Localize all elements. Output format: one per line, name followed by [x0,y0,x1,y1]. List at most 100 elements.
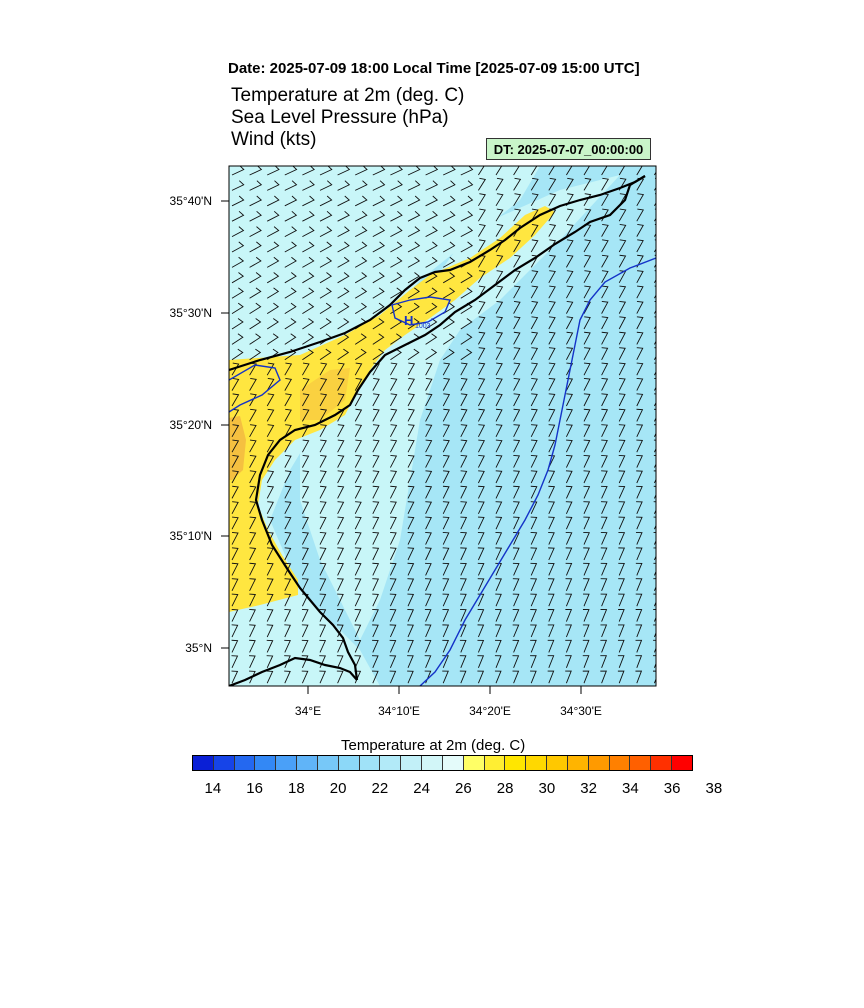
wind-barb [582,609,590,622]
wind-barb [618,270,627,284]
wind-barb [600,578,608,591]
wind-barb [389,593,397,607]
wind-barb [319,424,327,438]
wind-barb [284,318,297,330]
wind-barb [636,485,643,499]
wind-barb [284,609,292,622]
isobar-east [419,257,656,686]
wind-barb [249,639,256,653]
wind-barb [319,348,332,361]
wind-barb [583,424,591,437]
wind-barb [372,470,380,484]
wind-barb [266,562,274,576]
wind-barb [319,485,327,499]
wind-barb [266,516,274,530]
wind-barb [389,470,398,484]
wind-barb [566,347,574,361]
wind-barb [513,424,521,438]
colorbar-swatch [484,756,506,770]
wind-barb [442,302,456,314]
wind-barb [583,593,590,607]
wind-barb [319,455,327,468]
wind-barb [513,485,520,499]
wind-barb [442,655,449,668]
wind-barb [601,270,609,284]
wind-barb [530,285,539,299]
wind-barb [478,362,486,376]
wind-barb [372,318,385,330]
wind-barb [618,239,627,253]
wind-barb [513,166,520,176]
wind-barb [512,624,520,638]
wind-barb [460,378,468,391]
wind-barb [566,239,574,253]
wind-barb [319,593,327,607]
wind-barb [231,302,244,314]
wind-barb [337,348,350,361]
wind-barb [284,256,297,268]
wind-barb [460,562,467,576]
wind-barb [513,224,521,237]
wind-barb [513,239,521,253]
wind-barb [284,210,298,222]
wind-barb [231,655,239,668]
wind-barb [583,331,591,345]
wind-barb [231,241,245,253]
wind-barb [319,272,333,284]
wind-barb [442,348,455,361]
wind-barb [460,593,467,607]
wind-barb [618,516,626,530]
colorbar-tick-label: 16 [246,780,263,797]
wind-barb [424,624,432,638]
wind-barb [266,670,274,684]
coastline-south [254,175,646,681]
wind-barb [319,393,328,407]
wind-barb [442,318,455,330]
wind-barb [442,362,451,376]
wind-barb [565,408,573,422]
wind-barb [477,655,485,668]
wind-barb [477,485,485,499]
wind-barb [636,224,644,237]
wind-barb [284,516,292,530]
wind-barb [424,593,432,607]
wind-barb [390,362,398,376]
colorbar-swatch [588,756,610,770]
wind-barb [512,655,520,668]
wind-barb [530,547,538,561]
wind-barb [600,655,607,668]
lon-label: 34°E [294,704,322,718]
wind-barb [513,193,522,207]
field-title-temperature: Temperature at 2m (deg. C) [231,85,465,106]
wind-barb [460,455,468,468]
wind-barb [319,547,327,561]
wind-barb [389,532,397,545]
wind-barb [477,593,485,607]
wind-barb [425,470,433,484]
wind-barb [460,408,468,422]
wind-barb [548,516,555,530]
wind-barb [354,241,368,253]
wind-barb [301,624,309,638]
wind-barb [442,639,449,653]
wind-barb [354,655,362,668]
wind-barb [354,362,363,376]
wind-barb [477,639,485,653]
colorbar-swatch [463,756,485,770]
wind-barb [319,562,327,576]
wind-barb [284,272,297,284]
wind-barb [266,470,275,484]
hot-land-temperature-area [300,368,350,420]
wind-barb [337,272,350,284]
wind-barb [548,254,556,268]
wind-barb [565,639,572,653]
wind-barb [513,516,520,530]
wind-barb [495,439,503,453]
wind-barb [530,562,538,576]
wind-barb [390,241,403,253]
wind-barb [425,485,433,499]
wind-barb [442,609,450,622]
wind-barb [249,241,262,253]
wind-barb [583,393,591,407]
wind-barb [636,166,643,176]
